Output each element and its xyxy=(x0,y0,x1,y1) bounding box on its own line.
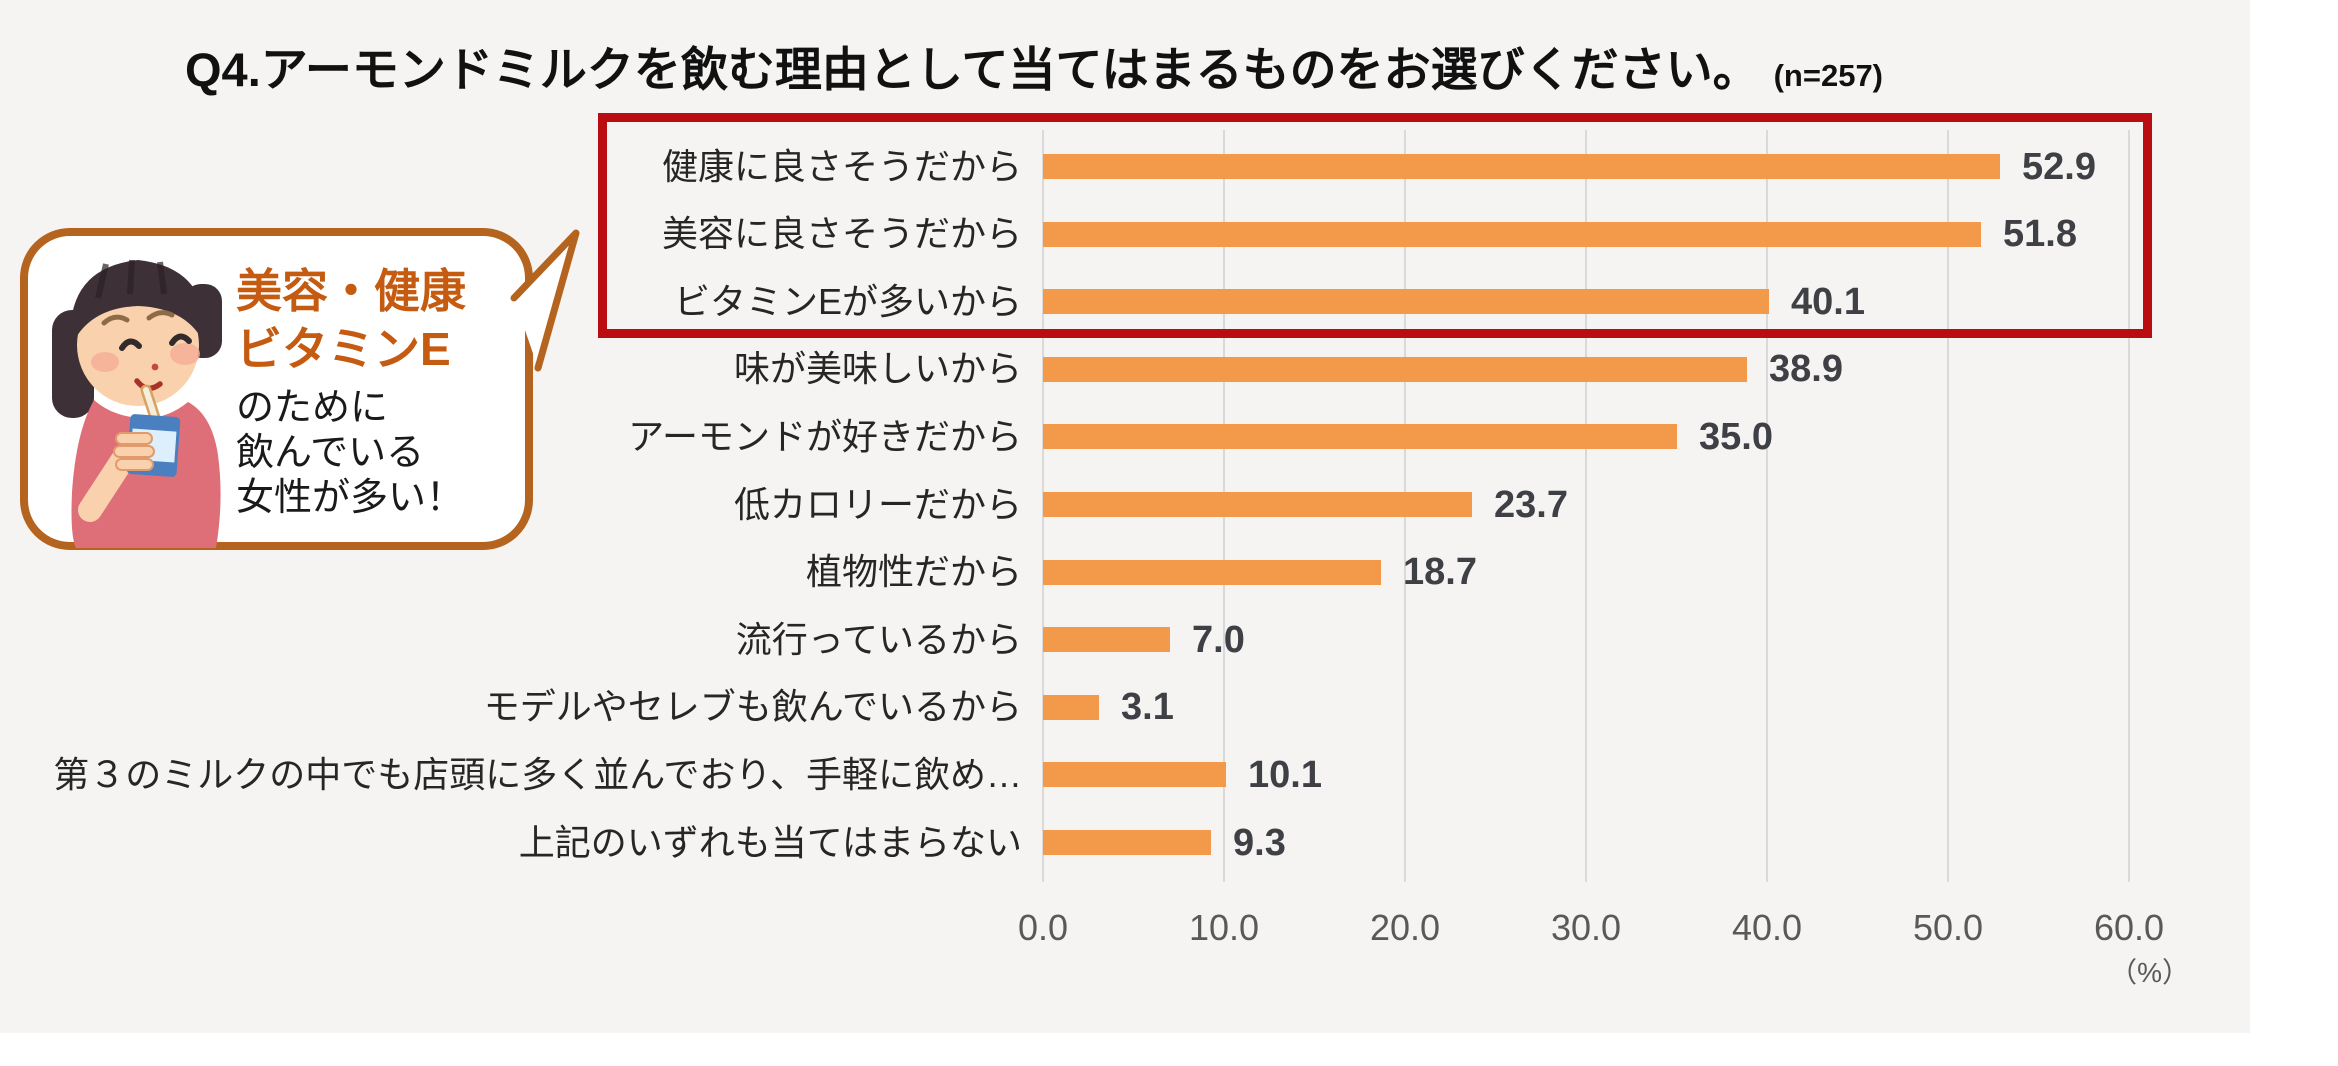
category-label: ビタミンEが多いから xyxy=(673,281,1022,322)
category-label: 美容に良さそうだから xyxy=(661,213,1022,254)
blush-left xyxy=(91,352,119,372)
question-text: Q4.アーモンドミルクを飲む理由として当てはまるものをお選びください。 xyxy=(185,43,1760,96)
value-label: 38.9 xyxy=(1769,348,1843,390)
callout-emphasis-line: 美容・健康 xyxy=(236,265,466,317)
bar xyxy=(1043,560,1381,585)
category-label: 味が美味しいから xyxy=(733,348,1022,389)
category-label: 植物性だから xyxy=(805,551,1022,592)
x-axis-tick-label: 0.0 xyxy=(1017,907,1069,948)
drinking-girl-illustration xyxy=(52,259,222,548)
sample-size: (n=257) xyxy=(1773,58,1884,93)
eyebrow-right xyxy=(146,310,175,321)
eye-left xyxy=(119,338,142,351)
bar xyxy=(1043,222,1981,247)
value-label: 35.0 xyxy=(1699,416,1773,458)
category-label: アーモンドが好きだから xyxy=(628,416,1022,457)
bar xyxy=(1043,424,1677,449)
category-label: 健康に良さそうだから xyxy=(661,146,1022,187)
x-axis-tick-label: 20.0 xyxy=(1369,907,1441,948)
axis-unit-label: （%） xyxy=(2109,957,2190,988)
value-label: 3.1 xyxy=(1121,686,1174,728)
category-label: 上記のいずれも当てはまらない xyxy=(518,822,1022,863)
bar xyxy=(1043,695,1099,720)
callout-text: 美容・健康 ビタミンE のために 飲んでいる 女性が多い！ xyxy=(236,262,466,521)
bar xyxy=(1043,762,1226,787)
category-label: 低カロリーだから xyxy=(733,484,1022,525)
nose xyxy=(151,363,159,371)
highlight-box xyxy=(598,113,2152,338)
category-label: 第３のミルクの中でも店頭に多く並んでおり、手軽に飲め… xyxy=(53,754,1022,795)
callout-plain-line: のために xyxy=(236,387,389,429)
value-label: 10.1 xyxy=(1248,754,1322,796)
value-label: 40.1 xyxy=(1791,281,1865,323)
bar xyxy=(1043,492,1472,517)
blush-right xyxy=(170,343,200,365)
bar xyxy=(1043,830,1211,855)
eyebrow-left xyxy=(101,314,130,326)
x-axis-tick-label: 30.0 xyxy=(1550,907,1622,948)
gridline xyxy=(1585,130,1587,882)
gridline xyxy=(1947,130,1949,882)
page-title: Q4.アーモンドミルクを飲む理由として当てはまるものをお選びください。 (n=25… xyxy=(185,40,1883,106)
x-axis-tick-label: 60.0 xyxy=(2093,907,2165,948)
hair-streaks xyxy=(95,259,167,299)
callout-plain-line: 女性が多い！ xyxy=(236,477,465,519)
callout-emphasis-line: ビタミンE xyxy=(236,323,451,375)
bar xyxy=(1043,154,2000,179)
bar xyxy=(1043,357,1747,382)
x-axis-tick-label: 50.0 xyxy=(1912,907,1984,948)
value-label: 23.7 xyxy=(1494,484,1568,526)
value-label: 7.0 xyxy=(1192,619,1245,661)
callout-plain-line: 飲んでいる xyxy=(236,432,425,474)
bar xyxy=(1043,627,1170,652)
eye-right xyxy=(169,333,192,346)
value-label: 52.9 xyxy=(2022,146,2096,188)
value-label: 51.8 xyxy=(2003,213,2077,255)
category-label: 流行っているから xyxy=(735,619,1022,660)
gridline xyxy=(1766,130,1768,882)
gridline xyxy=(2128,130,2130,882)
value-label: 18.7 xyxy=(1403,551,1477,593)
value-label: 9.3 xyxy=(1233,822,1286,864)
hand xyxy=(113,432,155,471)
x-axis-tick-label: 10.0 xyxy=(1188,907,1260,948)
callout-bubble-tail xyxy=(510,229,580,372)
category-label: モデルやセレブも飲んでいるから xyxy=(483,686,1022,727)
x-axis-tick-label: 40.0 xyxy=(1731,907,1803,948)
bar xyxy=(1043,289,1769,314)
